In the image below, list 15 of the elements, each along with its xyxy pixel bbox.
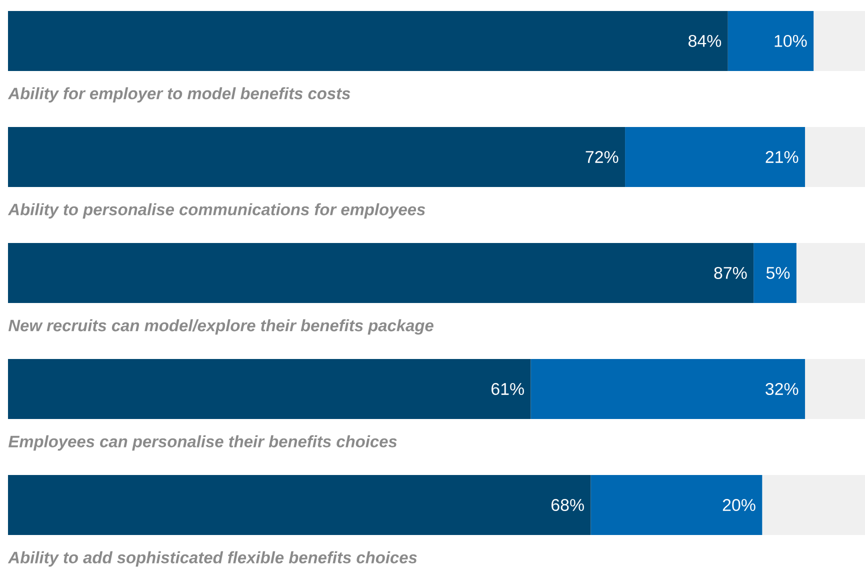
data-label: 68% — [552, 499, 584, 512]
y-tick-label: Ability to add sophisticated flexible benefits choices — [8, 551, 417, 567]
data-label: 61% — [492, 382, 524, 395]
data-label: 84% — [688, 34, 722, 47]
data-label: 20% — [722, 499, 756, 512]
data-label: 10% — [774, 34, 807, 47]
y-tick-label: Ability for employer to model benefits costs — [8, 87, 350, 103]
data-label: 32% — [766, 382, 798, 395]
y-tick-label: Ability to personalise communications for employees — [8, 203, 426, 219]
data-label: 21% — [766, 151, 798, 163]
y-tick-label: Employees can personalise their benefits choices — [8, 435, 397, 451]
data-label: 87% — [714, 266, 747, 279]
y-tick-label: New recruits can model/explore their benefits package — [8, 319, 434, 335]
data-label: 72% — [586, 151, 618, 163]
data-label: 5% — [766, 267, 790, 279]
